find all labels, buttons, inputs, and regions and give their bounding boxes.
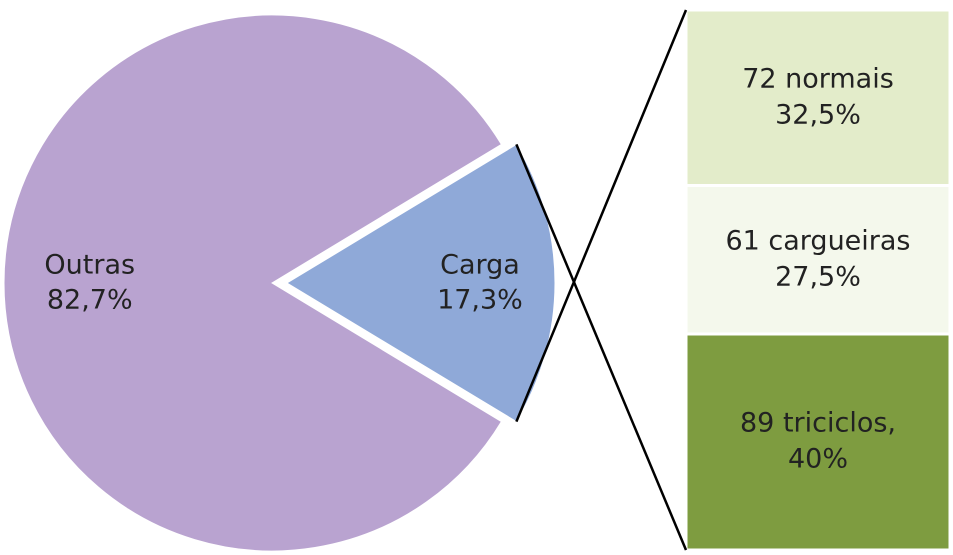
bar-segment: [684, 8, 952, 187]
connector-line: [515, 143, 688, 551]
bar-label: 72 normais: [742, 63, 894, 94]
pie-slice: [3, 14, 503, 552]
pie-label: Carga: [440, 250, 520, 281]
pie-slice: [286, 143, 556, 423]
bar-segment: [684, 184, 952, 336]
bar-segment: [684, 332, 952, 552]
bar-value-label: 32,5%: [775, 99, 861, 130]
pie-label: Outras: [44, 250, 135, 281]
bar-label: 61 cargueiras: [725, 225, 910, 256]
bar-value-label: 27,5%: [775, 261, 861, 292]
pie-value-label: 82,7%: [47, 285, 133, 316]
bar-value-label: 40%: [788, 444, 848, 475]
bar-label: 89 triciclos,: [740, 408, 896, 439]
connector-line: [515, 9, 688, 423]
pie-value-label: 17,3%: [437, 285, 523, 316]
